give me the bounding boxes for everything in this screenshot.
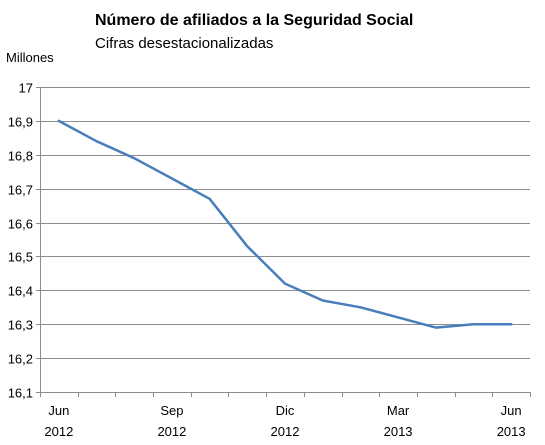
y-tick-label: 16,8 [8,149,33,164]
chart-title: Número de afiliados a la Seguridad Socia… [95,12,413,29]
y-tick-label: 16,3 [8,318,33,333]
x-tick-label-month: Dic [276,403,295,418]
y-tick-label: 16,6 [8,217,33,232]
x-tick-label-year: 2012 [271,424,300,439]
x-tick-label-year: 2012 [157,424,186,439]
axes [40,87,531,397]
y-tick-label: 16,7 [8,183,33,198]
x-tick-label-month: Sep [160,403,183,418]
x-tick-label-year: 2013 [497,424,526,439]
y-tick-label: 17 [19,81,33,96]
x-tick-label-month: Mar [387,403,410,418]
x-tick-label-year: 2012 [44,424,73,439]
y-tick-label: 16,4 [8,284,33,299]
x-tick-labels: Jun 2012 Sep 2012 Dic 2012 Mar 2013 Jun 2013 [44,403,525,439]
gridlines [36,87,530,393]
x-tick-label-year: 2013 [384,424,413,439]
y-tick-labels: 16,1 16,2 16,3 16,4 16,5 16,6 16,7 16,8 16,9 17 [8,81,33,401]
y-tick-label: 16,9 [8,115,33,130]
x-tick-label-month: Jun [48,403,69,418]
y-tick-label: 16,1 [8,386,33,401]
y-tick-label: 16,2 [8,352,33,367]
chart-subtitle: Cifras desestacionalizadas [95,35,273,52]
series-line [57,119,513,329]
y-tick-label: 16,5 [8,250,33,265]
series-layer [57,119,513,329]
y-axis-unit: Millones [6,50,54,65]
x-tick-label-month: Jun [501,403,522,418]
